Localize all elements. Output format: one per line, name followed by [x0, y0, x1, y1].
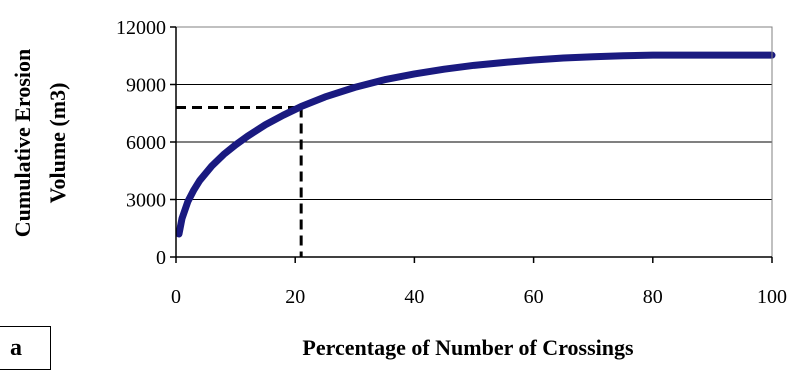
panel-label: a — [10, 335, 22, 361]
series-line-0 — [175, 51, 776, 238]
y-axis-title-line1: Cumulative Erosion — [10, 49, 35, 237]
x-tick-label-20: 20 — [285, 286, 305, 308]
y-tick-label-9000: 9000 — [126, 75, 166, 97]
y-tick-label-3000: 3000 — [126, 190, 166, 212]
x-tick-label-40: 40 — [404, 286, 424, 308]
y-tick-label-0: 0 — [156, 247, 166, 269]
y-tick-label-6000: 6000 — [126, 132, 166, 154]
y-tick-label-12000: 12000 — [116, 17, 166, 39]
reference-lines — [176, 106, 303, 257]
x-axis-title: Percentage of Number of Crossings — [302, 335, 634, 360]
panel-label-box: a — [0, 326, 51, 370]
y-axis-title-line2: Volume (m3) — [45, 83, 70, 204]
x-tick-label-100: 100 — [757, 286, 787, 308]
x-tick-label-80: 80 — [643, 286, 663, 308]
x-tick-label-60: 60 — [524, 286, 544, 308]
y-tick-labels: 0 3000 6000 9000 12000 — [116, 17, 176, 269]
x-tick-labels: 0 20 40 60 80 100 — [171, 257, 787, 308]
y-axis-title: Cumulative Erosion Volume (m3) — [10, 49, 70, 237]
series-layer — [175, 51, 776, 238]
x-tick-label-0: 0 — [171, 286, 181, 308]
